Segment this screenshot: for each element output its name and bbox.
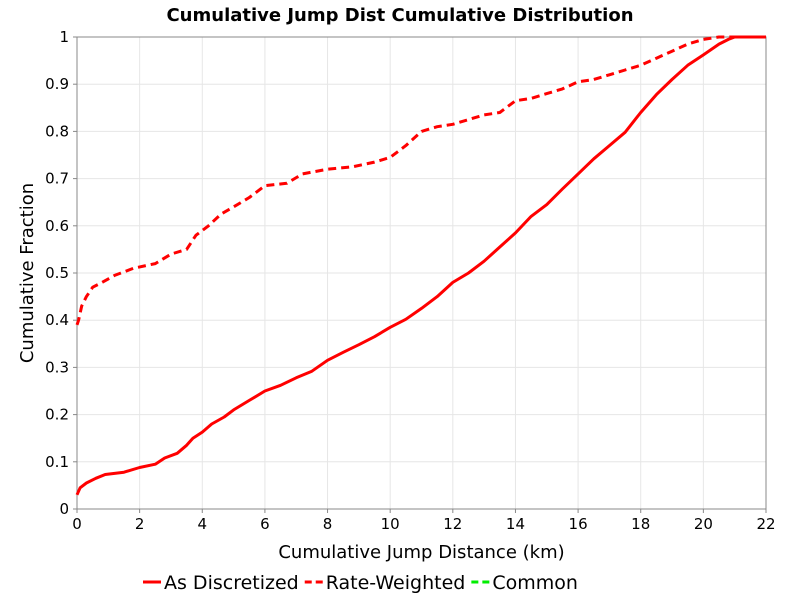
y-tick-label: 0.7	[45, 170, 69, 188]
x-tick-label: 12	[443, 515, 462, 533]
x-axis-label: Cumulative Jump Distance (km)	[278, 542, 564, 563]
x-tick-label: 0	[72, 515, 82, 533]
x-tick-label: 2	[135, 515, 145, 533]
axis-ticks: 0 2 4 6 8 10 12 14 16 18 20 22 0 0.1 0.2 0.3 0.4 0.5 0.6 0.…	[45, 28, 775, 533]
series-line-2	[75, 35, 766, 326]
x-tick-label: 14	[506, 515, 525, 533]
x-tick-label: 10	[381, 515, 400, 533]
y-tick-label: 0.6	[45, 217, 69, 235]
x-tick-label: 18	[631, 515, 650, 533]
y-tick-label: 0.9	[45, 75, 69, 93]
y-tick-label: 0	[59, 500, 69, 518]
legend: As Discretized Rate-Weighted Common	[143, 572, 578, 594]
y-tick-label: 0.3	[45, 358, 69, 376]
y-tick-label: 0.4	[45, 311, 69, 329]
chart-title: Cumulative Jump Dist Cumulative Distribu…	[166, 5, 633, 26]
y-tick-label: 0.8	[45, 122, 69, 140]
x-tick-label: 20	[694, 515, 713, 533]
y-tick-label: 0.5	[45, 264, 69, 282]
x-tick-label: 8	[323, 515, 333, 533]
x-tick-label: 22	[756, 515, 775, 533]
x-tick-label: 16	[569, 515, 588, 533]
y-axis-label: Cumulative Fraction	[17, 183, 38, 363]
legend-label-2: Rate-Weighted	[326, 572, 466, 594]
y-tick-label: 0.2	[45, 406, 69, 424]
y-tick-label: 0.1	[45, 453, 69, 471]
y-tick-label: 1	[59, 28, 69, 46]
x-tick-label: 6	[260, 515, 270, 533]
series-line-1	[75, 35, 766, 496]
legend-label-1: As Discretized	[164, 572, 299, 594]
x-tick-label: 4	[197, 515, 207, 533]
series-lines	[75, 35, 766, 496]
legend-label-3: Common	[492, 572, 578, 594]
